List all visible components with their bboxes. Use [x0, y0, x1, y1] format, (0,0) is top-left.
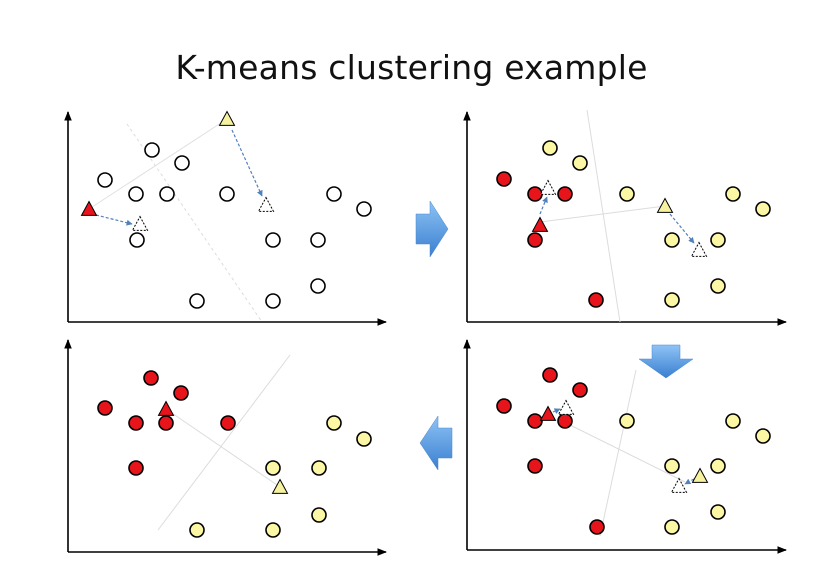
data-point — [189, 293, 205, 309]
data-point-yellow — [710, 278, 726, 294]
data-point-red — [527, 232, 543, 248]
data-point-yellow — [356, 431, 372, 447]
data-point-yellow — [710, 458, 726, 474]
data-points — [496, 140, 771, 308]
centroid-yellow — [656, 197, 674, 213]
data-point-red — [158, 415, 174, 431]
data-point-red — [527, 186, 543, 202]
panel-assign-1 — [463, 109, 787, 326]
data-point — [265, 293, 281, 309]
data-point — [326, 186, 342, 202]
data-point-red — [143, 370, 159, 386]
new-centroid-marker — [557, 399, 575, 415]
data-point-red — [496, 171, 512, 187]
centroid-connector — [559, 419, 686, 483]
data-point-yellow — [326, 415, 342, 431]
data-point — [310, 278, 326, 294]
centroid-yellow — [271, 478, 289, 494]
step-arrow-down — [638, 344, 694, 379]
data-point-yellow — [664, 458, 680, 474]
data-point-yellow — [725, 186, 741, 202]
new-centroid-marker — [131, 215, 149, 231]
data-point-yellow — [619, 413, 635, 429]
data-point-red — [527, 458, 543, 474]
data-point — [128, 186, 144, 202]
data-point-yellow — [755, 428, 771, 444]
data-point-red — [557, 186, 573, 202]
panel-assign-2 — [463, 339, 787, 554]
centroid-connector — [165, 408, 281, 488]
centroid-yellow — [691, 467, 709, 483]
centroid-move-arrow — [539, 196, 548, 215]
data-point — [159, 186, 175, 202]
centroid-connector — [539, 205, 666, 223]
data-point — [97, 172, 113, 188]
data-point — [310, 232, 326, 248]
data-point-yellow — [311, 460, 327, 476]
data-point-yellow — [725, 413, 741, 429]
data-point-yellow — [265, 522, 281, 538]
data-points — [97, 370, 372, 538]
centroid-connector — [88, 118, 228, 210]
data-point — [144, 142, 160, 158]
data-point-yellow — [664, 519, 680, 535]
data-point — [174, 155, 190, 171]
data-point-yellow — [710, 504, 726, 520]
data-point-yellow — [265, 460, 281, 476]
data-point-red — [220, 415, 236, 431]
centroid-move-arrow — [231, 129, 263, 197]
data-point-red — [589, 519, 605, 535]
panel-final — [64, 339, 387, 556]
data-point — [129, 232, 145, 248]
data-point-yellow — [755, 201, 771, 217]
slide-title: K-means clustering example — [175, 48, 648, 87]
decision-boundary — [157, 354, 291, 531]
new-centroid-marker — [670, 477, 688, 493]
new-centroid-marker — [539, 179, 557, 195]
data-point-red — [128, 460, 144, 476]
data-point-red — [97, 400, 113, 416]
centroid-move-arrow — [552, 408, 561, 414]
data-point-yellow — [542, 140, 558, 156]
centroid-yellow — [218, 110, 236, 126]
centroid-move-arrow — [95, 214, 133, 226]
data-point-yellow — [664, 232, 680, 248]
centroid-move-arrow — [684, 478, 695, 485]
step-arrow-left — [419, 415, 453, 471]
data-point-red — [527, 413, 543, 429]
new-centroid-marker — [257, 196, 275, 212]
decision-boundary — [599, 369, 637, 537]
data-point — [356, 201, 372, 217]
centroid-red — [157, 400, 175, 416]
data-points — [80, 110, 372, 309]
data-point — [265, 232, 281, 248]
data-point-yellow — [710, 232, 726, 248]
centroid-red — [531, 216, 549, 232]
decision-boundary — [586, 109, 621, 323]
data-point-yellow — [619, 186, 635, 202]
data-point-red — [542, 367, 558, 383]
centroid-red — [539, 405, 557, 421]
data-point-red — [557, 413, 573, 429]
step-arrow-right — [415, 200, 449, 258]
centroid-red — [80, 200, 98, 216]
centroid-move-arrow — [669, 213, 695, 244]
data-point-red — [496, 398, 512, 414]
data-point-red — [572, 382, 588, 398]
decision-boundary — [126, 123, 263, 323]
new-centroid-marker — [690, 241, 708, 257]
data-point-yellow — [664, 292, 680, 308]
data-points — [496, 367, 771, 535]
data-point-yellow — [311, 507, 327, 523]
data-point-yellow — [572, 155, 588, 171]
data-point-yellow — [189, 522, 205, 538]
panel-initial — [64, 110, 387, 326]
data-point-red — [128, 415, 144, 431]
data-point-red — [173, 385, 189, 401]
data-point — [219, 186, 235, 202]
data-point-red — [588, 292, 604, 308]
